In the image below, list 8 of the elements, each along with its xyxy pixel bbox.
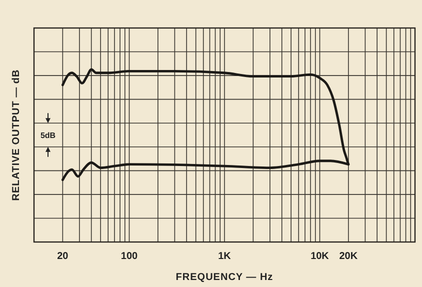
- x-tick-label: 20: [57, 251, 69, 262]
- x-tick-label: 100: [120, 251, 138, 262]
- x-tick-label: 20K: [339, 251, 358, 262]
- annotation: 5dB: [40, 131, 56, 140]
- x-tick-label: 1K: [218, 251, 232, 262]
- x-axis-title: FREQUENCY — Hz: [176, 272, 274, 283]
- y-axis-title: RELATIVE OUTPUT — dB: [11, 69, 22, 201]
- x-tick-label: 10K: [310, 251, 330, 262]
